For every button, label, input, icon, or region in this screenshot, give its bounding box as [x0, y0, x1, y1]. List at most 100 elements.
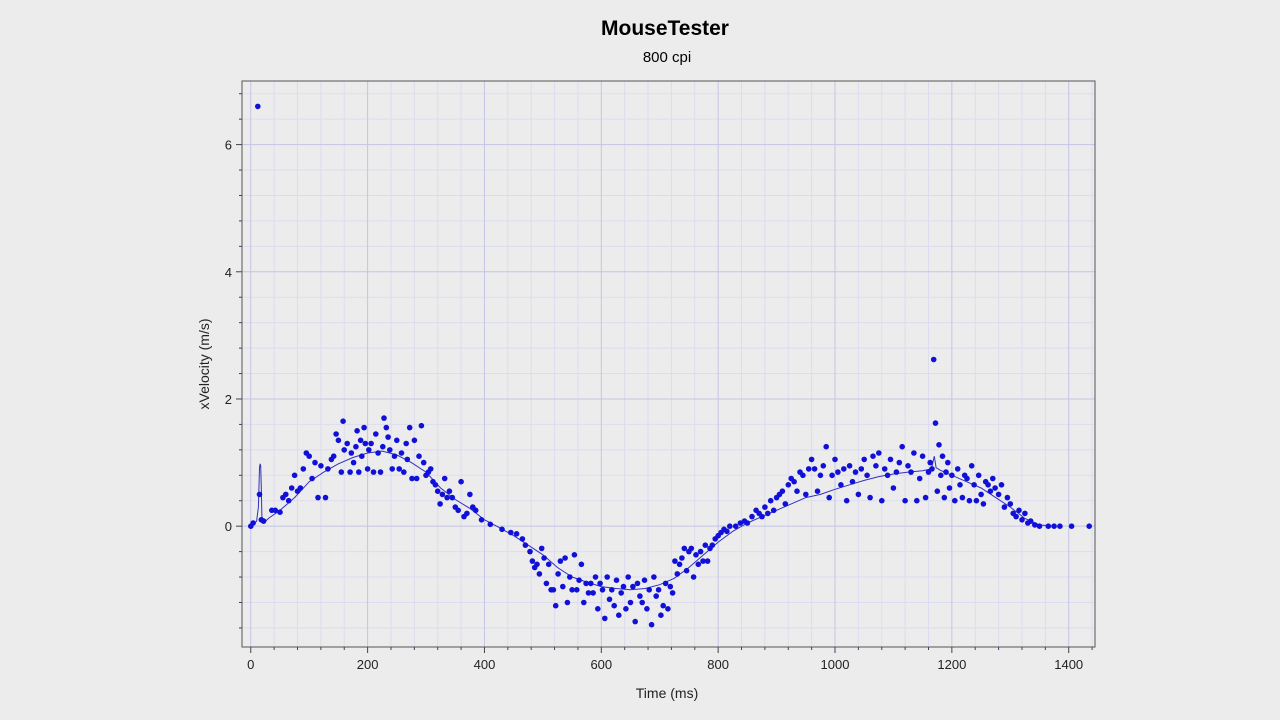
- x-tick-label: 1400: [1054, 657, 1083, 672]
- data-point: [648, 621, 655, 628]
- data-marks: [248, 103, 1092, 628]
- data-point: [1004, 494, 1011, 501]
- data-point: [667, 583, 674, 590]
- data-point: [867, 494, 873, 501]
- data-point: [805, 466, 812, 472]
- data-point: [370, 469, 377, 475]
- data-point: [396, 466, 403, 472]
- data-point: [318, 463, 324, 469]
- data-point: [832, 456, 838, 463]
- data-point: [277, 509, 283, 515]
- data-point: [285, 497, 292, 504]
- data-point: [576, 577, 582, 583]
- data-point: [975, 472, 982, 479]
- data-point: [814, 488, 821, 495]
- data-point: [908, 469, 914, 475]
- data-point: [858, 466, 865, 472]
- data-point: [362, 440, 369, 447]
- x-tick-label: 0: [247, 657, 254, 672]
- data-point: [427, 466, 434, 472]
- chart-title: MouseTester: [601, 17, 729, 40]
- data-point: [564, 599, 571, 606]
- data-point: [550, 587, 557, 593]
- data-point: [938, 472, 944, 479]
- data-point: [335, 437, 342, 444]
- data-point: [300, 466, 307, 472]
- data-point: [625, 574, 631, 580]
- data-point: [945, 459, 951, 466]
- data-point: [618, 590, 624, 596]
- data-point: [823, 443, 829, 450]
- data-point: [985, 482, 991, 488]
- data-point: [315, 494, 321, 501]
- data-point: [552, 602, 559, 609]
- data-point: [444, 494, 450, 501]
- data-point: [817, 472, 824, 479]
- data-point: [272, 507, 279, 514]
- data-point: [387, 447, 393, 453]
- data-point: [693, 552, 699, 558]
- data-point: [674, 571, 681, 577]
- data-point: [297, 485, 304, 491]
- x-tick-label: 1000: [821, 657, 850, 672]
- data-point: [545, 561, 552, 568]
- data-point: [403, 440, 410, 447]
- data-point: [890, 485, 897, 491]
- data-point: [632, 618, 638, 625]
- data-point: [623, 606, 629, 612]
- data-point: [609, 587, 615, 593]
- data-point: [330, 453, 337, 460]
- data-point: [639, 599, 645, 606]
- y-tick-label: 0: [225, 519, 232, 534]
- data-point: [288, 485, 295, 491]
- data-point: [973, 497, 980, 504]
- x-tick-label: 200: [357, 657, 379, 672]
- data-point: [499, 526, 505, 533]
- data-point: [887, 456, 894, 463]
- data-point: [843, 497, 850, 504]
- data-point: [437, 501, 443, 507]
- data-point: [919, 453, 926, 460]
- data-point: [630, 583, 636, 590]
- data-point: [364, 466, 371, 472]
- data-point: [849, 478, 856, 485]
- data-point: [555, 571, 561, 577]
- data-point: [873, 463, 879, 469]
- data-point: [581, 599, 587, 606]
- data-point: [1022, 510, 1028, 517]
- data-point: [394, 437, 400, 444]
- data-point: [585, 590, 592, 596]
- data-point: [899, 443, 905, 450]
- data-point: [404, 456, 411, 463]
- data-point: [1001, 504, 1008, 510]
- data-point: [391, 453, 398, 460]
- data-point: [676, 561, 683, 568]
- data-point: [604, 574, 610, 580]
- data-point: [1045, 523, 1052, 529]
- data-point: [527, 548, 533, 555]
- data-point: [978, 491, 984, 498]
- data-point: [927, 459, 933, 466]
- data-point: [562, 555, 568, 561]
- data-point: [439, 491, 446, 498]
- data-point: [803, 491, 809, 498]
- data-point: [855, 491, 862, 498]
- data-point: [700, 558, 706, 564]
- x-axis-label: Time (ms): [636, 685, 698, 701]
- data-point: [770, 507, 777, 514]
- data-point: [432, 482, 439, 488]
- data-point: [861, 456, 867, 463]
- x-tick-label: 600: [590, 657, 612, 672]
- data-point: [697, 548, 704, 555]
- data-point: [338, 469, 345, 475]
- data-point: [595, 606, 601, 612]
- x-tick-label: 1200: [937, 657, 966, 672]
- y-tick-label: 4: [225, 265, 232, 280]
- data-point: [1032, 522, 1038, 528]
- data-point: [811, 466, 818, 472]
- data-point: [613, 577, 620, 583]
- data-point: [902, 497, 908, 504]
- data-point: [377, 469, 384, 475]
- data-point: [611, 602, 617, 609]
- data-point: [929, 466, 935, 472]
